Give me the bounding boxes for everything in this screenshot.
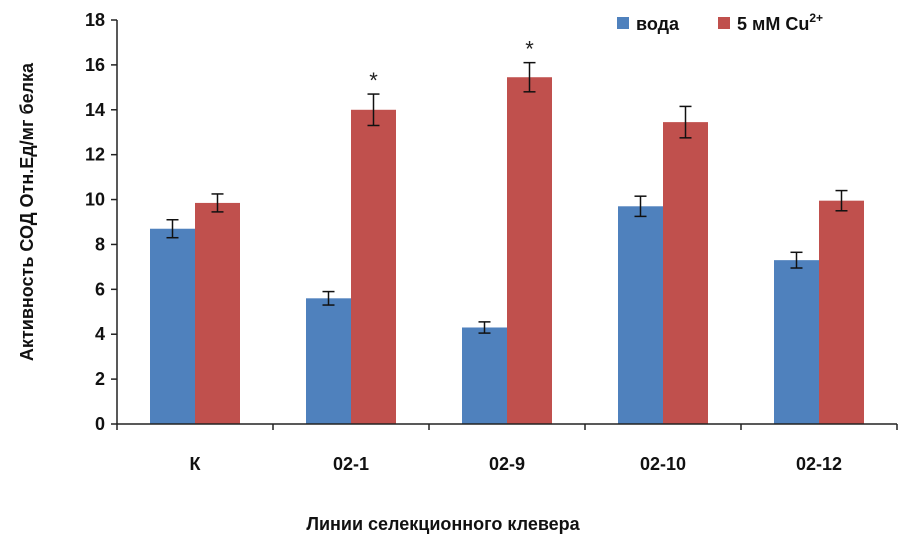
y-tick-label: 0 [95,414,105,434]
bar-02-9-series-1 [507,77,552,424]
legend-label-cu: 5 мМ Cu2+ [737,11,823,34]
y-tick-label: 4 [95,324,105,344]
y-tick-label: 12 [85,145,105,165]
y-tick-label: 8 [95,234,105,254]
bar-02-9-series-0 [462,327,507,424]
bars-layer [150,77,864,425]
x-tick-label: 02-9 [489,454,525,474]
significance-marker: * [525,37,534,62]
bar-02-12-series-0 [774,260,819,424]
bar-К-series-1 [195,202,240,424]
y-tick-label: 2 [95,369,105,389]
y-tick-label: 16 [85,55,105,75]
bar-02-1-series-0 [306,298,351,424]
legend-swatch-voda [617,17,629,29]
x-tick-label: 02-10 [640,454,686,474]
significance-marker: * [369,68,378,93]
bar-02-1-series-1 [351,109,396,425]
x-ticks: К 02-1 02-9 02-10 02-12 [116,424,898,474]
bar-02-12-series-1 [819,200,864,424]
y-tick-label: 10 [85,190,105,210]
legend-label-voda: вода [636,14,680,34]
y-axis-title: Активность СОД Отн.Ед/мг белка [17,62,37,361]
bar-К-series-0 [150,228,195,424]
legend: вода 5 мМ Cu2+ [617,11,823,34]
y-tick-label: 18 [85,10,105,30]
bar-02-10-series-0 [618,206,663,424]
legend-swatch-cu [718,17,730,29]
x-tick-label: К [190,454,202,474]
x-axis-title: Линии селекционного клевера [306,514,580,534]
legend-label-cu-superscript: 2+ [809,11,823,25]
y-tick-label: 14 [85,100,105,120]
axes-layer [116,20,897,425]
y-tick-label: 6 [95,279,105,299]
annotations-layer: ** [369,37,534,93]
bar-02-10-series-1 [663,122,708,424]
legend-label-cu-main: 5 мМ Cu [737,14,809,34]
y-ticks: 0 2 4 6 8 10 12 14 16 18 [85,10,117,434]
x-tick-label: 02-1 [333,454,369,474]
error-bars-layer [166,61,848,334]
x-tick-label: 02-12 [796,454,842,474]
